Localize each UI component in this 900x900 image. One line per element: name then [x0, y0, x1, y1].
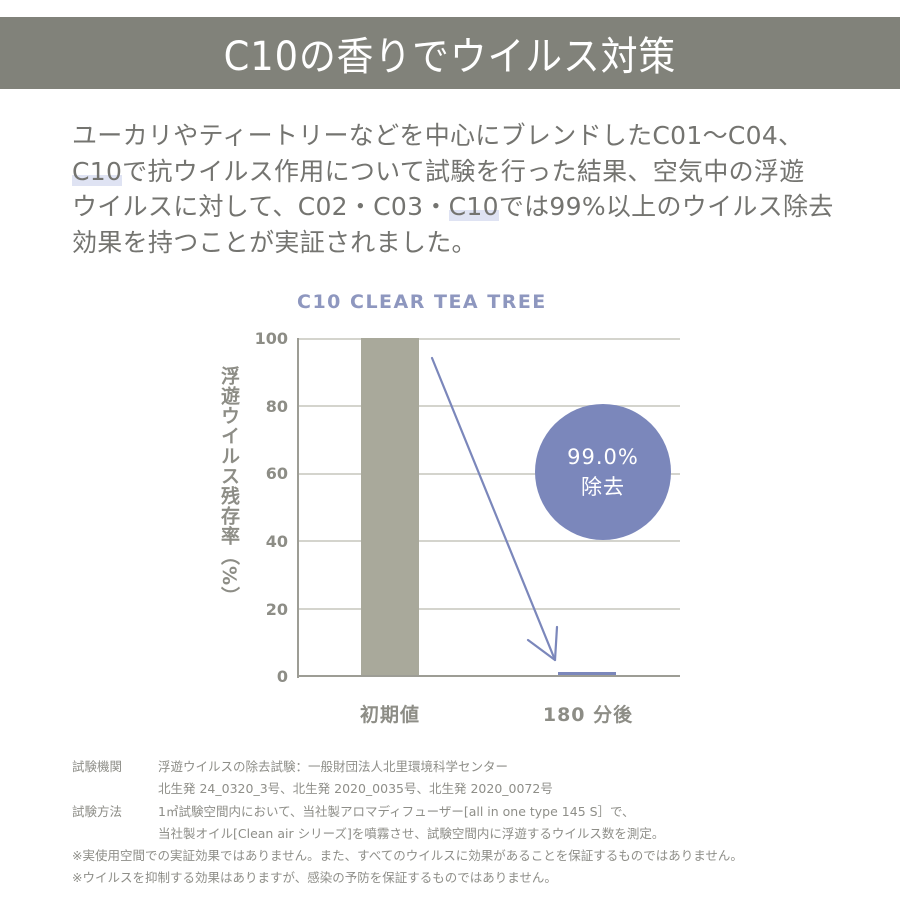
badge-label: 除去	[581, 475, 625, 499]
gridline	[297, 473, 680, 475]
badge-percent: 99.0%	[567, 445, 639, 469]
intro-line: ユーカリやティートリーなどを中心にブレンドしたC01〜C04、	[72, 121, 804, 150]
disclaimer: ※ウイルスを抑制する効果はありますが、感染の予防を保証するものではありません。	[72, 870, 557, 886]
y-tick-100: 100	[254, 329, 288, 348]
highlight-c10: C10	[448, 192, 499, 221]
bar-initial	[361, 338, 419, 676]
footnotes: 試験機関 浮遊ウイルスの除去試験：一般財団法人北里環境科学センター 北生発 24…	[72, 756, 743, 890]
intro-line: ウイルスに対して、C02・C03・C10では99%以上のウイルス除去	[72, 192, 834, 221]
gridline	[297, 608, 680, 610]
test-organization: 試験機関 浮遊ウイルスの除去試験：一般財団法人北里環境科学センター 北生発 24…	[72, 759, 553, 797]
intro-line: 効果を持つことが実証されました。	[72, 227, 477, 257]
intro-paragraph: ユーカリやティートリーなどを中心にブレンドしたC01〜C04、 C10で抗ウイル…	[72, 118, 852, 260]
header-banner: C10の香りでウイルス対策	[0, 17, 900, 89]
y-tick-20: 20	[265, 600, 288, 619]
y-axis-label: 浮遊ウイルス残存率（%）	[218, 366, 240, 607]
plot-area	[297, 338, 680, 678]
y-tick-0: 0	[276, 667, 288, 686]
x-label-180min: 180 分後	[542, 704, 634, 726]
intro-line: C10で抗ウイルス作用について試験を行った結果、空気中の浮遊	[72, 156, 805, 186]
bar-180min	[558, 672, 616, 676]
test-method: 試験方法 1㎥試験空間内において、当社製アロマディフューザー[all in on…	[72, 803, 665, 841]
gridline	[297, 540, 680, 542]
page-title: C10の香りでウイルス対策	[223, 34, 677, 80]
y-axis	[297, 338, 299, 678]
removal-rate-badge: 99.0% 除去	[535, 404, 671, 540]
highlight-c10: C10	[72, 156, 123, 186]
gridline	[297, 405, 680, 407]
disclaimer: ※実使用空間での実証効果ではありません。また、すべてのウイルスに効果があることを…	[72, 848, 743, 864]
y-tick-40: 40	[265, 532, 288, 551]
x-label-initial: 初期値	[359, 704, 420, 726]
gridline	[297, 338, 680, 340]
chart-title: C10 CLEAR TEA TREE	[297, 291, 547, 313]
y-tick-80: 80	[265, 397, 288, 416]
x-axis	[297, 675, 680, 677]
y-tick-60: 60	[265, 464, 288, 483]
